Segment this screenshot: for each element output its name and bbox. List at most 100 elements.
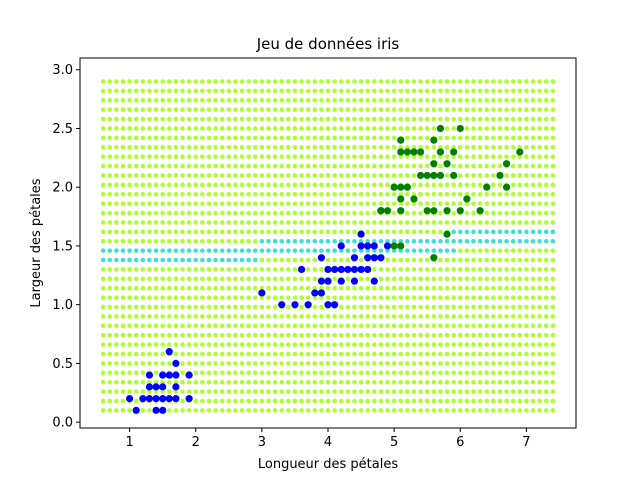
grid-point: [299, 332, 304, 338]
grid-point: [266, 267, 271, 272]
grid-point: [206, 314, 212, 319]
grid-point: [279, 342, 285, 347]
grid-point: [173, 229, 179, 235]
grid-point: [246, 135, 251, 141]
grid-point: [504, 248, 509, 253]
data-point: [357, 230, 365, 238]
grid-point: [477, 107, 483, 112]
grid-point: [186, 248, 192, 253]
grid-point: [385, 304, 390, 310]
grid-point: [497, 323, 503, 329]
grid-point: [438, 154, 443, 159]
grid-point: [299, 285, 304, 291]
grid-point: [464, 97, 470, 103]
grid-point: [418, 257, 423, 263]
grid-point: [299, 379, 304, 385]
grid-point: [477, 351, 483, 357]
grid-point: [100, 182, 106, 188]
grid-point: [299, 276, 304, 282]
grid-point: [537, 332, 542, 338]
data-point: [344, 265, 352, 274]
grid-point: [319, 285, 324, 291]
grid-point: [371, 248, 377, 253]
grid-point: [233, 267, 238, 272]
grid-point: [186, 210, 192, 216]
grid-point: [312, 97, 318, 103]
grid-point: [120, 267, 126, 272]
grid-point: [491, 163, 496, 169]
grid-point: [239, 332, 245, 338]
grid-point: [160, 154, 165, 159]
grid-point: [358, 342, 364, 347]
grid-point: [411, 229, 417, 235]
grid-point: [332, 314, 337, 319]
grid-point: [325, 361, 331, 366]
grid-point: [114, 163, 119, 169]
grid-point: [120, 238, 126, 244]
grid-point: [391, 257, 397, 263]
grid-point: [504, 304, 509, 310]
grid-point: [471, 370, 476, 376]
data-point: [370, 254, 378, 262]
grid-point: [239, 201, 245, 206]
grid-point: [279, 389, 285, 394]
grid-point: [510, 408, 516, 413]
grid-point: [464, 201, 470, 206]
grid-point: [530, 379, 536, 385]
grid-point: [292, 107, 298, 112]
grid-point: [510, 79, 516, 84]
grid-point: [292, 257, 298, 263]
grid-point: [457, 370, 463, 376]
grid-point: [226, 351, 232, 357]
grid-point: [418, 398, 423, 404]
grid-point: [338, 257, 344, 263]
grid-point: [537, 79, 542, 84]
grid-point: [160, 257, 165, 263]
grid-point: [338, 361, 344, 366]
grid-point: [299, 135, 304, 141]
grid-point: [477, 379, 483, 385]
grid-point: [471, 257, 476, 263]
grid-point: [405, 191, 410, 197]
grid-point: [173, 163, 179, 169]
grid-point: [491, 154, 496, 159]
grid-point: [332, 144, 337, 150]
grid-point: [457, 304, 463, 310]
grid-point: [385, 389, 390, 394]
grid-point: [385, 88, 390, 94]
grid-point: [206, 97, 212, 103]
grid-point: [312, 267, 318, 272]
grid-point: [305, 370, 311, 376]
grid-point: [378, 285, 384, 291]
grid-point: [279, 351, 285, 357]
grid-point: [543, 304, 549, 310]
grid-point: [332, 182, 337, 188]
grid-point: [100, 144, 106, 150]
grid-point: [338, 163, 344, 169]
grid-point: [173, 314, 179, 319]
grid-point: [219, 220, 225, 225]
grid-point: [530, 398, 536, 404]
grid-point: [114, 295, 119, 300]
grid-point: [226, 126, 232, 131]
data-point: [331, 301, 339, 309]
grid-point: [332, 210, 337, 216]
data-point: [410, 148, 418, 156]
grid-point: [127, 323, 132, 329]
grid-point: [312, 135, 318, 141]
grid-point: [365, 79, 370, 84]
grid-point: [233, 191, 238, 197]
grid-point: [497, 361, 503, 366]
grid-point: [358, 351, 364, 357]
grid-point: [491, 276, 496, 282]
grid-point: [524, 154, 529, 159]
grid-point: [411, 173, 417, 178]
grid-point: [550, 173, 556, 178]
grid-point: [153, 351, 159, 357]
grid-point: [305, 229, 311, 235]
grid-point: [431, 88, 437, 94]
grid-point: [391, 408, 397, 413]
grid-point: [457, 220, 463, 225]
grid-point: [530, 370, 536, 376]
data-point: [397, 195, 405, 203]
